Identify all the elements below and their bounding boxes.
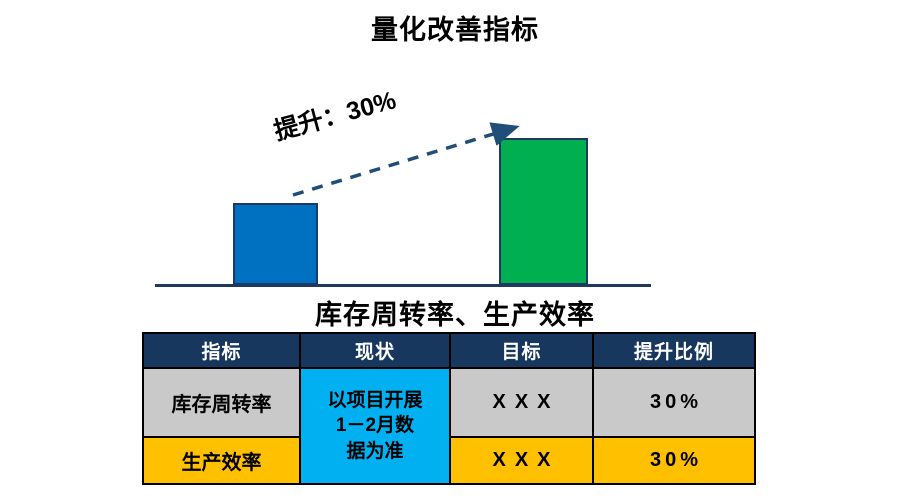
chart-baseline [155, 284, 651, 287]
lift-annotation: 提升：30% [271, 86, 400, 146]
bar-target-state [499, 138, 588, 285]
table-merged-status-cell: 以项目开展 1－2月数 据为准 [301, 369, 449, 483]
table-row-cell-indicator-1: 库存周转率 [144, 369, 299, 436]
chart-caption: 库存周转率、生产效率 [315, 300, 595, 330]
status-line-2: 1－2月数 [335, 415, 415, 437]
status-line-1: 以项目开展 [327, 389, 423, 411]
table-header-lift-ratio: 提升比例 [594, 334, 754, 367]
bar-current-state [233, 203, 318, 285]
table-header-target: 目标 [451, 334, 592, 367]
table-row-cell-target-2: XXX [451, 438, 592, 483]
table-row-cell-lift-1: 30% [594, 369, 754, 436]
status-line-3: 据为准 [346, 440, 404, 462]
table-row-cell-target-1: XXX [451, 369, 592, 436]
table-row-cell-lift-2: 30% [594, 438, 754, 483]
table-header-current: 现状 [301, 334, 449, 367]
page-title: 量化改善指标 [371, 15, 539, 45]
table-row-cell-indicator-2: 生产效率 [144, 438, 299, 483]
table-header-indicator: 指标 [144, 334, 299, 367]
metrics-table: 指标 现状 目标 提升比例 库存周转率 以项目开展 1－2月数 据为准 XXX … [142, 332, 756, 485]
